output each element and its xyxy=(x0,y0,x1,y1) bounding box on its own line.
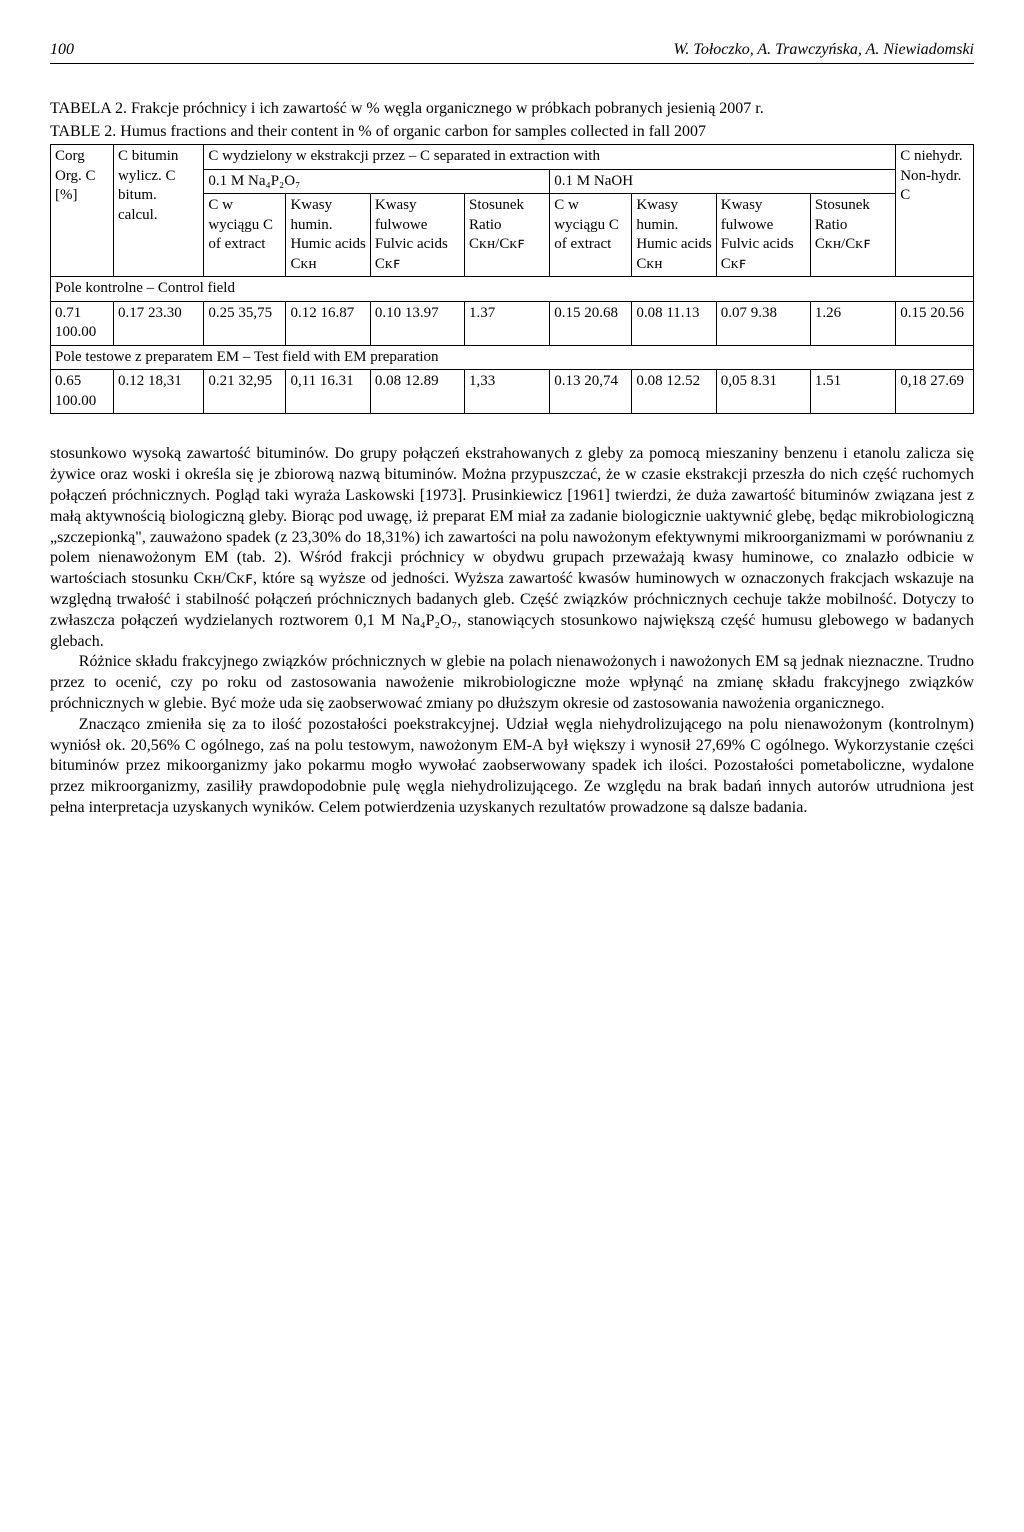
sub-c3: Kwasy fulwowe Fulvic acids Cᴋꜰ xyxy=(370,194,464,277)
sub-c8: Stosunek Ratio Cᴋʜ/Cᴋꜰ xyxy=(810,194,895,277)
r2-e: 0.08 12.89 xyxy=(370,370,464,414)
paragraph-1: stosunkowo wysoką zawartość bituminów. D… xyxy=(50,444,974,652)
table-caption-en: TABLE 2. Humus fractions and their conte… xyxy=(50,122,974,143)
sub-c7: Kwasy fulwowe Fulvic acids Cᴋꜰ xyxy=(716,194,810,277)
r2-k: 0,18 27.69 xyxy=(896,370,974,414)
r2-j: 1.51 xyxy=(810,370,895,414)
r1-d: 0.12 16.87 xyxy=(286,301,370,345)
col-group-a: 0.1 M Na₄P₂O₇ xyxy=(204,169,550,194)
authors: W. Tołoczko, A. Trawczyńska, A. Niewiado… xyxy=(674,40,974,61)
r2-h: 0.08 12.52 xyxy=(632,370,716,414)
r1-g: 0.15 20.68 xyxy=(550,301,632,345)
section-test: Pole testowe z preparatem EM – Test fiel… xyxy=(51,345,974,370)
sub-c5: C w wyciągu C of extract xyxy=(550,194,632,277)
r2-f: 1,33 xyxy=(465,370,550,414)
col-corg: Corg Org. C [%] xyxy=(51,145,114,277)
col-nonhydr: C niehydr. Non-hydr. C xyxy=(896,145,974,277)
r1-b: 0.17 23.30 xyxy=(114,301,204,345)
paragraph-2: Różnice składu frakcyjnego związków próc… xyxy=(50,652,974,714)
r1-k: 0.15 20.56 xyxy=(896,301,974,345)
r1-e: 0.10 13.97 xyxy=(370,301,464,345)
sub-c4: Stosunek Ratio Cᴋʜ/Cᴋꜰ xyxy=(465,194,550,277)
r1-h: 0.08 11.13 xyxy=(632,301,716,345)
table-caption-pl: TABELA 2. Frakcje próchnicy i ich zawart… xyxy=(50,99,974,120)
r2-g: 0.13 20,74 xyxy=(550,370,632,414)
page-header: 100 W. Tołoczko, A. Trawczyńska, A. Niew… xyxy=(50,40,974,64)
body-text: stosunkowo wysoką zawartość bituminów. D… xyxy=(50,444,974,818)
r2-a: 0.65 100.00 xyxy=(51,370,114,414)
r1-i: 0.07 9.38 xyxy=(716,301,810,345)
section-control: Pole kontrolne – Control field xyxy=(51,277,974,302)
page-number: 100 xyxy=(50,40,74,61)
sub-c6: Kwasy humin. Humic acids Cᴋʜ xyxy=(632,194,716,277)
r1-j: 1.26 xyxy=(810,301,895,345)
humus-fractions-table: Corg Org. C [%] C bitumin wylicz. C bitu… xyxy=(50,144,974,414)
r1-a: 0.71 100.00 xyxy=(51,301,114,345)
r2-b: 0.12 18,31 xyxy=(114,370,204,414)
col-bitumin: C bitumin wylicz. C bitum. calcul. xyxy=(114,145,204,277)
r2-i: 0,05 8.31 xyxy=(716,370,810,414)
sub-c1: C w wyciągu C of extract xyxy=(204,194,286,277)
r2-d: 0,11 16.31 xyxy=(286,370,370,414)
r1-f: 1.37 xyxy=(465,301,550,345)
paragraph-3: Znacząco zmieniła się za to ilość pozost… xyxy=(50,715,974,819)
col-group-main: C wydzielony w ekstrakcji przez – C sepa… xyxy=(204,145,896,170)
col-group-b: 0.1 M NaOH xyxy=(550,169,896,194)
r2-c: 0.21 32,95 xyxy=(204,370,286,414)
r1-c: 0.25 35,75 xyxy=(204,301,286,345)
sub-c2: Kwasy humin. Humic acids Cᴋʜ xyxy=(286,194,370,277)
